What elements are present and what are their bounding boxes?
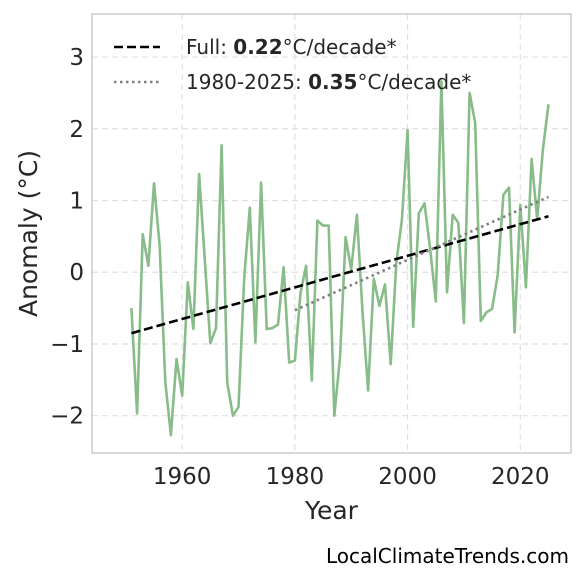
legend-recent-value: 0.35 (308, 70, 357, 94)
site-watermark: LocalClimateTrends.com (325, 544, 569, 568)
legend-recent-suffix: °C/decade* (357, 70, 471, 94)
legend-full-value: 0.22 (233, 35, 282, 59)
y-tick-label: −2 (50, 404, 84, 430)
tick-labels: 1960 1980 2000 2020 −2 −1 0 1 2 3 (50, 45, 549, 490)
y-tick-label: 0 (69, 260, 84, 286)
legend-full-suffix: °C/decade* (283, 35, 397, 59)
legend-full-trend-label: Full: 0.22°C/decade* (186, 35, 397, 59)
y-tick-label: 1 (69, 189, 84, 215)
x-tick-label: 1980 (266, 464, 325, 490)
x-tick-label: 2020 (491, 464, 550, 490)
x-axis-title: Year (304, 496, 359, 525)
y-tick-label: 2 (69, 117, 84, 143)
legend: Full: 0.22°C/decade* 1980-2025: 0.35°C/d… (114, 35, 471, 94)
anomaly-series-line (130, 80, 550, 437)
recent-trend-line (294, 195, 549, 312)
y-tick-label: −1 (50, 332, 84, 358)
x-tick-label: 2000 (378, 464, 437, 490)
legend-full-prefix: Full: (186, 35, 233, 59)
y-tick-label: 3 (69, 45, 84, 71)
y-axis-title: Anomaly (°C) (14, 150, 43, 317)
full-trend-line (131, 215, 549, 335)
data-layer (130, 80, 550, 437)
x-tick-label: 1960 (153, 464, 212, 490)
plot-frame (91, 13, 572, 454)
legend-recent-trend-label: 1980-2025: 0.35°C/decade* (186, 70, 471, 94)
legend-recent-prefix: 1980-2025: (186, 70, 308, 94)
